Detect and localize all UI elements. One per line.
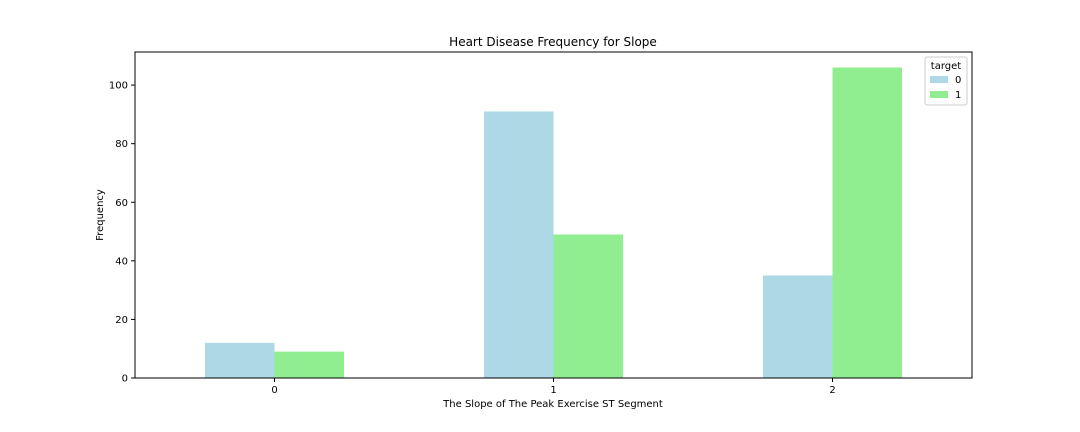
bar-target-0-slope-0 — [205, 342, 275, 378]
x-tick-label: 0 — [271, 385, 277, 396]
bar-target-1-slope-0 — [274, 351, 344, 378]
legend-swatch — [930, 91, 948, 98]
legend-title: target — [931, 61, 961, 72]
legend-label: 1 — [955, 90, 961, 101]
legend: target 0 1 — [924, 56, 968, 106]
y-tick-label: 80 — [115, 139, 128, 150]
bar-target-0-slope-1 — [484, 111, 554, 379]
legend-label: 0 — [955, 75, 961, 86]
x-axis-label: The Slope of The Peak Exercise ST Segmen… — [442, 399, 663, 410]
bar-target-0-slope-2 — [763, 275, 833, 378]
y-tick-label: 20 — [115, 315, 128, 326]
y-tick-label: 0 — [122, 374, 128, 385]
bar-target-1-slope-1 — [553, 234, 623, 378]
y-tick-label: 100 — [109, 81, 128, 92]
x-tick-label: 1 — [550, 385, 556, 396]
bars-group — [205, 67, 902, 379]
chart-title: Heart Disease Frequency for Slope — [449, 35, 657, 49]
y-tick-label: 40 — [115, 256, 128, 267]
bar-target-1-slope-2 — [832, 67, 902, 379]
y-tick-label: 60 — [115, 198, 128, 209]
x-tick-label: 2 — [829, 385, 835, 396]
y-axis: 0 20 40 60 80 100 — [109, 81, 135, 385]
legend-swatch — [930, 76, 948, 83]
plot-frame — [134, 51, 973, 379]
x-axis: 0 1 2 — [271, 378, 836, 396]
y-axis-label: Frequency — [95, 189, 106, 241]
